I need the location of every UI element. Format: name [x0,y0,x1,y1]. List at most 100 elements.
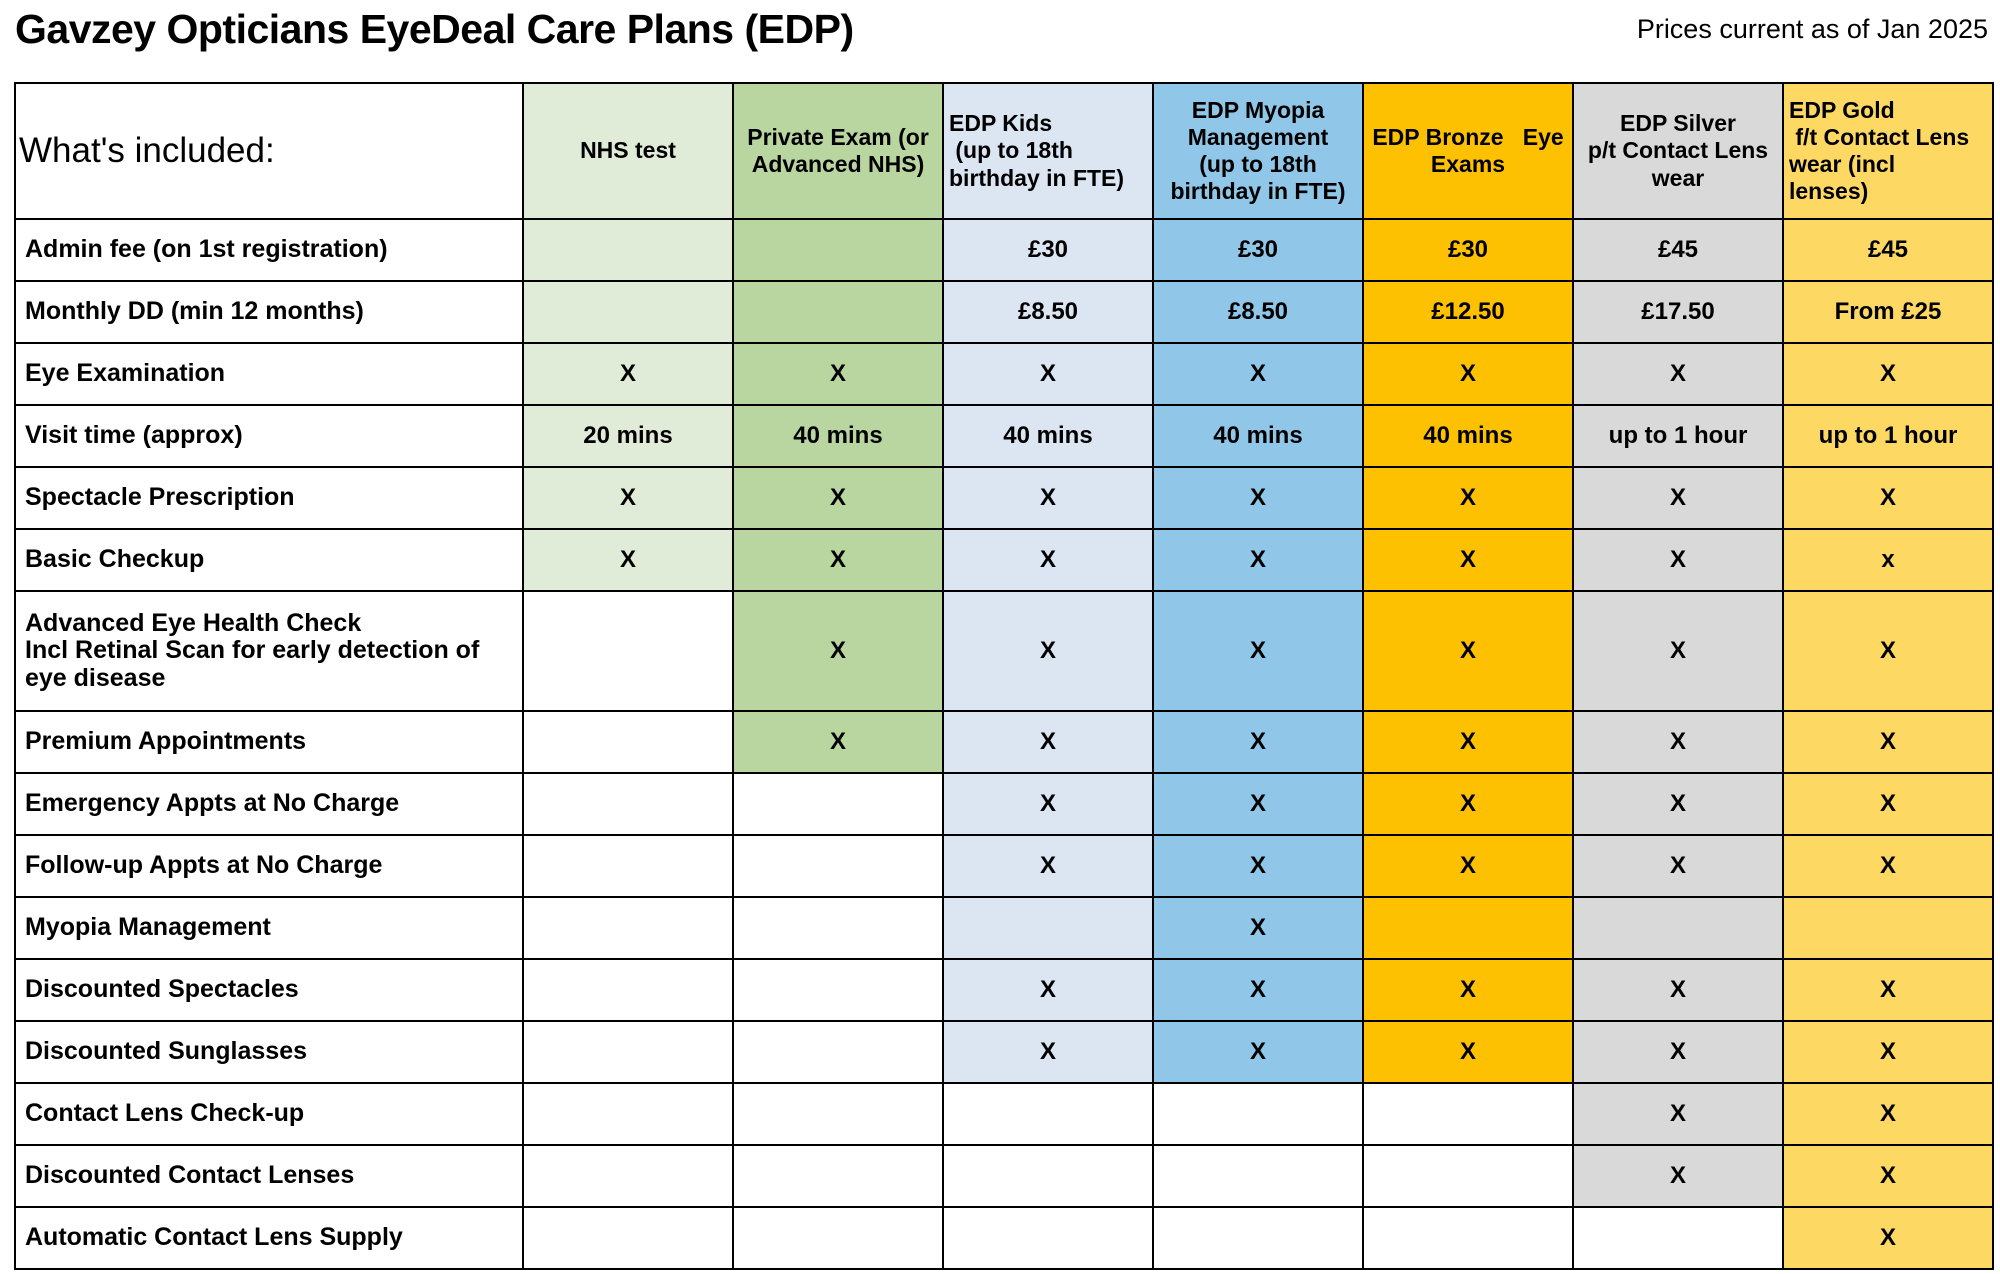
row-label: Premium Appointments [14,710,524,774]
plan-cell-kids: X [942,590,1154,712]
plan-cell-nhs [522,1020,734,1084]
table-row: Emergency Appts at No Charge X X X X X [14,772,1994,836]
plan-cell-private [732,1144,944,1208]
plan-cell-myopia [1152,1082,1364,1146]
plan-cell-bronze [1362,1144,1574,1208]
plan-cell-nhs: X [522,528,734,592]
plan-cell-private [732,772,944,836]
plan-cell-silver: X [1572,834,1784,898]
table-row: Spectacle Prescription X X X X X X X [14,466,1994,530]
plan-cell-kids [942,1082,1154,1146]
plan-cell-nhs [522,1206,734,1270]
plan-cell-private [732,1020,944,1084]
plan-cell-myopia: X [1152,896,1364,960]
plan-cell-silver [1572,896,1784,960]
plan-cell-myopia [1152,1206,1364,1270]
page-title: Gavzey Opticians EyeDeal Care Plans (EDP… [15,6,854,52]
table-row: Advanced Eye Health Check Incl Retinal S… [14,590,1994,712]
plan-cell-kids: £8.50 [942,280,1154,344]
plan-cell-myopia: £8.50 [1152,280,1364,344]
plan-cell-bronze: X [1362,590,1574,712]
plan-cell-kids [942,1206,1154,1270]
plan-cell-silver [1572,1206,1784,1270]
plan-cell-private [732,896,944,960]
row-label: Follow-up Appts at No Charge [14,834,524,898]
table-row: Contact Lens Check-up X X [14,1082,1994,1146]
plan-cell-myopia: 40 mins [1152,404,1364,468]
price-note: Prices current as of Jan 2025 [1636,14,1988,44]
plan-cell-kids: X [942,772,1154,836]
plan-cell-gold: X [1782,1144,1994,1208]
plan-cell-private: 40 mins [732,404,944,468]
plan-cell-kids: X [942,466,1154,530]
plan-cell-bronze: 40 mins [1362,404,1574,468]
row-label: Advanced Eye Health Check Incl Retinal S… [14,590,524,712]
plan-cell-myopia: X [1152,342,1364,406]
plan-cell-gold: X [1782,958,1994,1022]
row-label: Myopia Management [14,896,524,960]
plan-cell-gold: X [1782,710,1994,774]
plan-cell-gold: X [1782,1082,1994,1146]
row-label: Discounted Sunglasses [14,1020,524,1084]
plan-cell-nhs [522,1082,734,1146]
plan-cell-myopia: X [1152,958,1364,1022]
plan-cell-bronze [1362,1206,1574,1270]
plan-cell-nhs [522,590,734,712]
plan-cell-silver: X [1572,1144,1784,1208]
plan-cell-private [732,1206,944,1270]
table-row: Eye Examination X X X X X X X [14,342,1994,406]
plan-cell-kids [942,896,1154,960]
column-header-silver: EDP Silver p/t Contact Lens wear [1572,82,1784,220]
row-label: Automatic Contact Lens Supply [14,1206,524,1270]
plan-cell-gold [1782,896,1994,960]
plan-cell-private: X [732,528,944,592]
plan-cell-private [732,958,944,1022]
plan-cell-private [732,1082,944,1146]
column-header-kids: EDP Kids (up to 18th birthday in FTE) [942,82,1154,220]
plan-cell-myopia: X [1152,772,1364,836]
plan-cell-bronze: X [1362,772,1574,836]
plan-cell-silver: X [1572,958,1784,1022]
plan-cell-silver: £45 [1572,218,1784,282]
plan-cell-bronze: £30 [1362,218,1574,282]
plan-cell-bronze: X [1362,342,1574,406]
plan-cell-bronze: X [1362,710,1574,774]
plan-cell-private: X [732,590,944,712]
plan-cell-gold: x [1782,528,1994,592]
plan-cell-nhs: X [522,466,734,530]
plan-cell-gold: X [1782,834,1994,898]
plan-cell-gold: X [1782,1020,1994,1084]
row-label: Basic Checkup [14,528,524,592]
plan-cell-bronze [1362,896,1574,960]
whats-included-label: What's included: [14,82,524,220]
plan-cell-nhs [522,772,734,836]
plan-cell-silver: up to 1 hour [1572,404,1784,468]
table-row: Discounted Spectacles X X X X X [14,958,1994,1022]
plan-cell-kids: X [942,1020,1154,1084]
table-row: Follow-up Appts at No Charge X X X X X [14,834,1994,898]
plan-cell-nhs: 20 mins [522,404,734,468]
plan-cell-gold: X [1782,772,1994,836]
plan-cell-silver: X [1572,1082,1784,1146]
plan-cell-private: X [732,466,944,530]
plan-cell-silver: X [1572,342,1784,406]
plan-cell-myopia: £30 [1152,218,1364,282]
plan-cell-nhs [522,896,734,960]
plan-cell-bronze: X [1362,1020,1574,1084]
plan-cell-nhs [522,958,734,1022]
plan-cell-myopia: X [1152,466,1364,530]
plan-cell-nhs [522,834,734,898]
plan-cell-kids: 40 mins [942,404,1154,468]
plan-cell-kids: X [942,958,1154,1022]
plan-cell-gold: £45 [1782,218,1994,282]
table-row: Premium Appointments X X X X X X [14,710,1994,774]
plan-cell-gold: X [1782,590,1994,712]
plan-cell-bronze: X [1362,834,1574,898]
plan-cell-myopia: X [1152,710,1364,774]
plan-cell-kids: X [942,528,1154,592]
row-label: Spectacle Prescription [14,466,524,530]
plan-cell-private: X [732,342,944,406]
plan-cell-bronze: X [1362,528,1574,592]
plan-cell-bronze: X [1362,958,1574,1022]
